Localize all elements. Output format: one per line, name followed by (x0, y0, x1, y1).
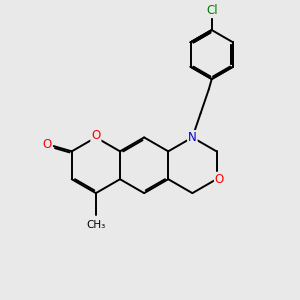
Text: Cl: Cl (206, 4, 218, 17)
Text: CH₃: CH₃ (86, 220, 106, 230)
Text: O: O (215, 173, 224, 186)
Text: O: O (91, 129, 101, 142)
Text: O: O (43, 138, 52, 151)
Text: N: N (188, 131, 197, 144)
